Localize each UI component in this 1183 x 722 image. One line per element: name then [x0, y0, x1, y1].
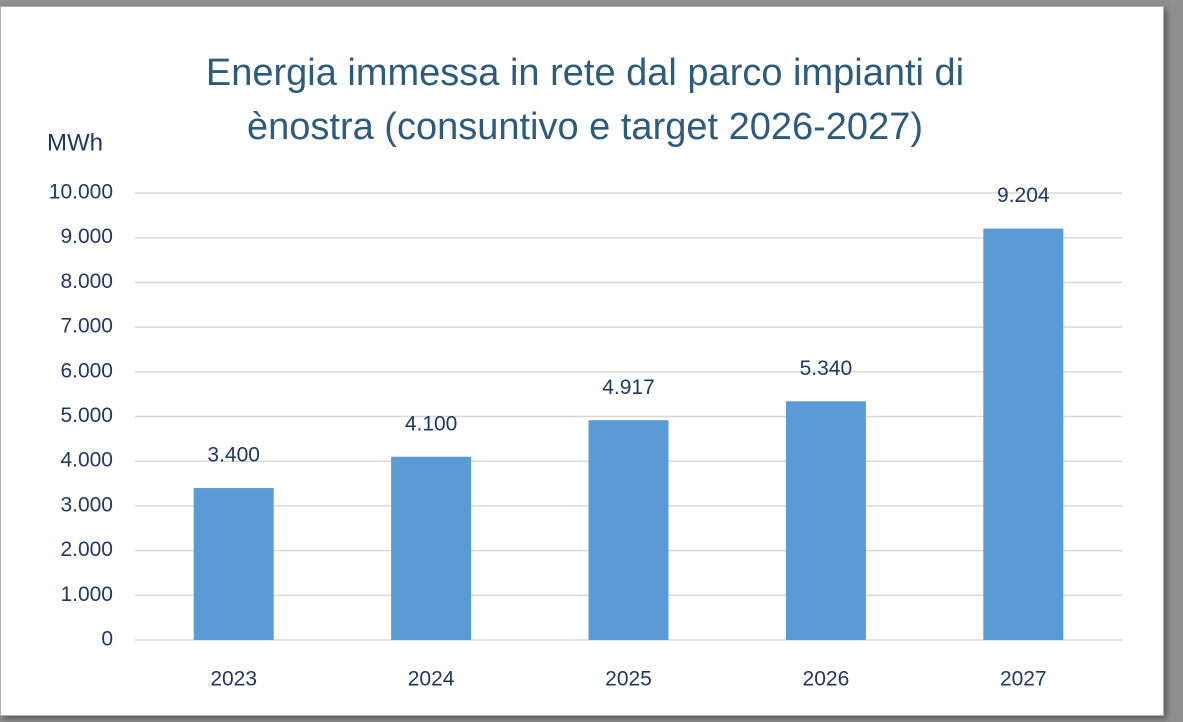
y-tick-label: 1.000	[60, 583, 113, 606]
data-label: 9.204	[997, 184, 1050, 207]
data-label: 3.400	[207, 444, 260, 467]
data-label: 5.340	[800, 357, 853, 380]
bar	[785, 401, 866, 640]
bar	[588, 420, 669, 640]
y-tick-label: 8.000	[60, 270, 113, 293]
x-tick-label: 2027	[1000, 668, 1047, 691]
y-tick-label: 0	[101, 628, 113, 651]
y-tick-label: 9.000	[60, 225, 113, 248]
bar	[391, 456, 472, 640]
bar	[193, 488, 274, 640]
y-axis-label: MWh	[47, 129, 103, 156]
y-tick-label: 7.000	[60, 315, 113, 338]
data-label: 4.100	[405, 412, 458, 435]
y-tick-label: 3.000	[60, 493, 113, 516]
y-tick-label: 10.000	[49, 181, 113, 204]
x-tick-label: 2026	[803, 668, 850, 691]
y-tick-label: 4.000	[60, 449, 113, 472]
chart-title: Energia immessa in rete dal parco impian…	[205, 52, 965, 148]
y-tick-label: 2.000	[60, 538, 113, 561]
bar	[983, 228, 1064, 640]
x-tick-label: 2024	[408, 668, 455, 691]
y-tick-label: 5.000	[60, 404, 113, 427]
x-tick-label: 2025	[605, 668, 652, 691]
x-tick-label: 2023	[210, 668, 257, 691]
data-label: 4.917	[602, 376, 655, 399]
y-tick-label: 6.000	[60, 359, 113, 382]
